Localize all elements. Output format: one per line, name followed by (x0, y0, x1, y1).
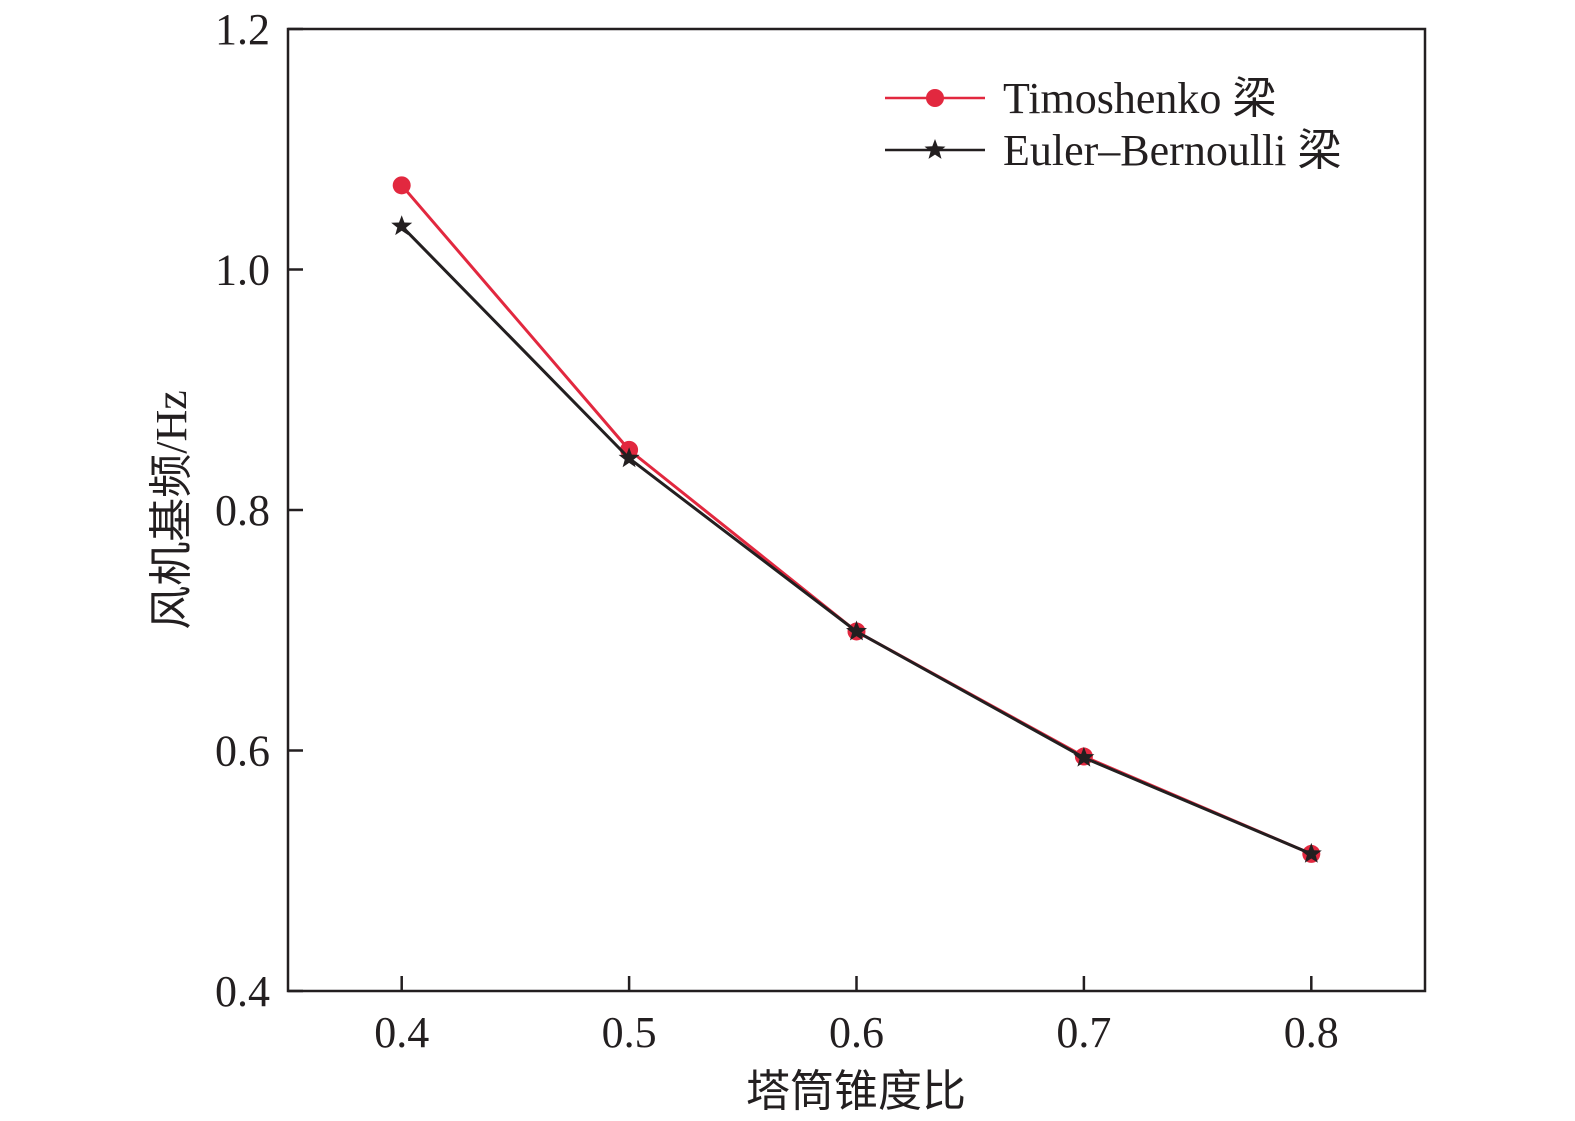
x-tick-label: 0.5 (602, 1008, 657, 1057)
data-point (391, 215, 413, 236)
series-timoshenko (392, 176, 1321, 863)
legend: Timoshenko 梁 Euler–Bernoulli 梁 (885, 74, 1342, 175)
y-axis-label: 风机基频/Hz (147, 390, 196, 630)
series-line (400, 184, 1312, 856)
data-point (846, 620, 867, 641)
x-tick-label: 0.4 (374, 1008, 429, 1057)
x-tick-label: 0.8 (1284, 1008, 1339, 1057)
data-point (1300, 842, 1322, 863)
y-tick-label: 1.0 (215, 246, 270, 295)
legend-label-timoshenko: Timoshenko 梁 (1003, 74, 1276, 123)
y-tick-label: 0.8 (215, 486, 270, 535)
y-tick-label: 0.4 (215, 967, 270, 1016)
legend-marker-euler-bernoulli (924, 139, 946, 159)
legend-marker-timoshenko (926, 89, 944, 107)
x-axis-label: 塔筒锥度比 (746, 1067, 966, 1116)
data-point (1073, 746, 1095, 767)
series-line (400, 225, 1312, 856)
x-tick-label: 0.6 (829, 1008, 884, 1057)
y-tick-label: 1.2 (215, 5, 270, 54)
x-tick-label: 0.7 (1056, 1008, 1111, 1057)
legend-label-euler-bernoulli: Euler–Bernoulli 梁 (1003, 126, 1342, 175)
y-tick-label: 0.6 (215, 727, 270, 776)
series-euler-bernoulli (391, 215, 1322, 863)
data-point (392, 176, 411, 195)
data-point (618, 447, 640, 468)
